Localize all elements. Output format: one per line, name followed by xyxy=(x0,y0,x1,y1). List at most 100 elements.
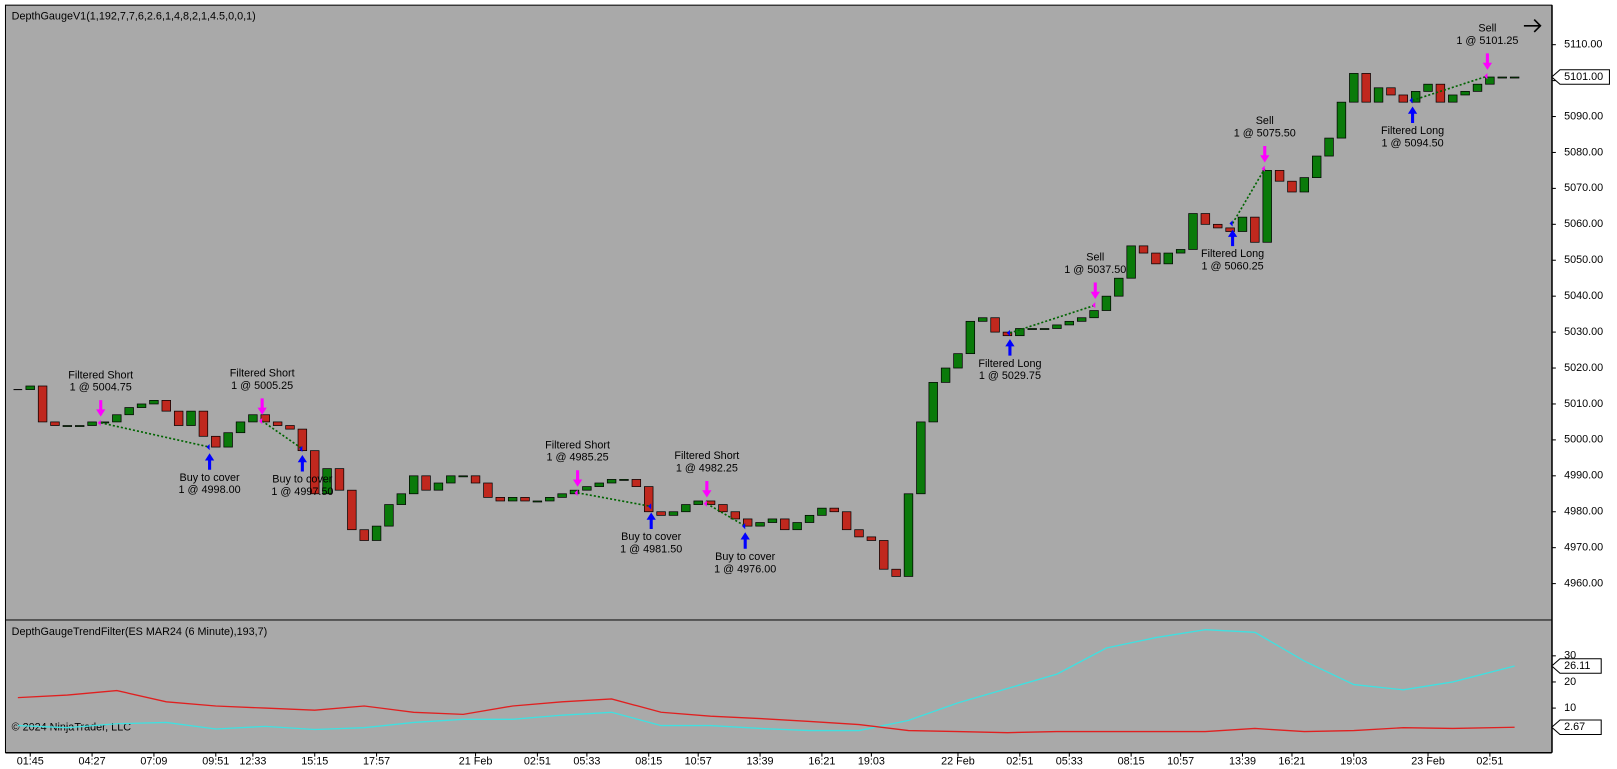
x-tick-label: 07:09 xyxy=(140,756,167,768)
x-tick-label: 05:33 xyxy=(1056,756,1083,768)
candle xyxy=(421,475,431,491)
candle xyxy=(693,500,703,505)
candle xyxy=(1485,76,1495,85)
candle xyxy=(792,522,802,531)
trade-arrow xyxy=(1407,106,1418,124)
candle xyxy=(594,482,604,487)
candle xyxy=(1015,328,1025,337)
candle xyxy=(272,421,283,426)
candle xyxy=(248,414,258,423)
x-tick-label: 10:57 xyxy=(1167,756,1194,768)
x-tick-label: 10:57 xyxy=(685,756,712,768)
candle xyxy=(1163,252,1173,265)
candle xyxy=(260,414,270,423)
y-tick-label: 5030.00 xyxy=(1564,326,1603,338)
trade-name: Buy to cover xyxy=(180,472,240,484)
candle xyxy=(1349,73,1359,103)
x-tick-label: 19:03 xyxy=(858,756,885,768)
candle xyxy=(347,489,357,531)
y-tick-label: 4970.00 xyxy=(1564,542,1603,554)
trade-marker xyxy=(1229,220,1233,227)
trade-label: 1 @ 4998.00 xyxy=(179,484,241,496)
candle xyxy=(631,479,642,487)
candle xyxy=(829,507,839,513)
trade-label: 1 @ 4981.50 xyxy=(620,544,682,556)
y-tick-label: 5000.00 xyxy=(1564,434,1603,446)
x-tick-label: 04:27 xyxy=(79,756,106,768)
trade-marker xyxy=(97,419,101,426)
x-tick-label: 13:39 xyxy=(1229,756,1256,768)
indicator-title: DepthGaugeTrendFilter(ES MAR24 (6 Minute… xyxy=(12,626,268,638)
trade-marker xyxy=(648,503,652,510)
trade-name: Filtered Long xyxy=(1201,248,1264,260)
x-tick-label: 15:15 xyxy=(301,756,328,768)
trade-marker xyxy=(206,443,210,451)
trade-name: Buy to cover xyxy=(272,474,332,486)
y-tick-label: 5040.00 xyxy=(1564,290,1603,302)
candle xyxy=(1373,87,1384,103)
candle xyxy=(755,522,765,527)
trade-label: 1 @ 4982.25 xyxy=(676,462,738,474)
candle xyxy=(1237,216,1248,232)
candle xyxy=(1027,328,1037,330)
candle xyxy=(384,504,394,527)
candle xyxy=(75,425,85,427)
candle xyxy=(495,497,505,502)
trade-marker xyxy=(574,489,578,496)
candle xyxy=(817,507,827,516)
x-tick-label: 02:51 xyxy=(524,756,551,768)
candle xyxy=(644,486,654,513)
candle xyxy=(211,435,221,448)
candle xyxy=(396,493,407,505)
x-tick-label: 23 Feb xyxy=(1411,756,1445,768)
last-price-tag xyxy=(1550,69,1610,85)
x-tick-label: 12:33 xyxy=(239,756,266,768)
indicator-line xyxy=(17,629,1515,732)
candle xyxy=(582,486,592,491)
candle xyxy=(718,504,728,513)
indicator-panel xyxy=(5,620,1552,753)
candle xyxy=(804,514,815,523)
candle xyxy=(532,500,543,503)
candle xyxy=(1089,310,1099,319)
candle xyxy=(1002,331,1013,337)
trade-name: Filtered Short xyxy=(68,369,133,381)
x-tick-label: 21 Feb xyxy=(459,756,493,768)
candle xyxy=(619,479,629,481)
candle xyxy=(1386,87,1396,96)
trade-label: 1 @ 5029.75 xyxy=(979,370,1041,382)
trade-arrow xyxy=(646,512,656,530)
y-tick-label: 4960.00 xyxy=(1564,577,1603,589)
trade-arrow xyxy=(1227,229,1238,247)
trade-marker xyxy=(1484,73,1488,80)
candle xyxy=(854,529,864,538)
candle xyxy=(780,518,790,531)
trade-line xyxy=(1412,75,1488,102)
trade-name: Buy to cover xyxy=(715,551,775,563)
x-tick-label: 19:03 xyxy=(1340,756,1367,768)
x-tick-label: 05:33 xyxy=(573,756,600,768)
candle xyxy=(310,450,320,495)
candle xyxy=(25,385,35,390)
candle xyxy=(1114,277,1124,297)
trade-label: 1 @ 5101.25 xyxy=(1456,35,1518,47)
trade-arrow xyxy=(1005,339,1015,356)
candle xyxy=(1497,76,1507,79)
candle xyxy=(1225,227,1235,232)
trade-label: 1 @ 5060.25 xyxy=(1202,261,1264,273)
candle xyxy=(1336,101,1347,139)
x-tick-label: 16:21 xyxy=(1278,756,1305,768)
candle xyxy=(161,400,171,412)
candle xyxy=(371,525,382,541)
candle xyxy=(928,382,938,423)
trade-label: 1 @ 4997.50 xyxy=(271,486,333,498)
scroll-arrow-icon[interactable] xyxy=(1523,19,1542,33)
trade-line xyxy=(1009,304,1096,334)
candle xyxy=(940,367,951,383)
candle xyxy=(1435,83,1446,103)
candle xyxy=(1076,317,1087,322)
candle xyxy=(767,518,778,523)
candle xyxy=(1101,295,1112,311)
candle xyxy=(1361,73,1371,103)
